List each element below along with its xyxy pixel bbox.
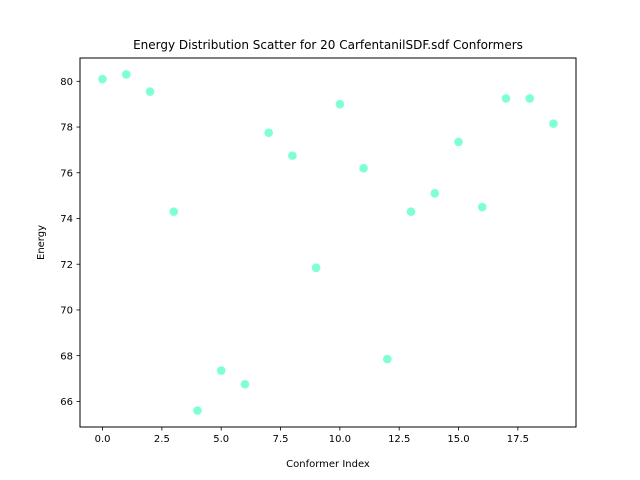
data-point [383, 354, 392, 364]
data-point [430, 189, 440, 198]
x-axis-label: Conformer Index [286, 459, 370, 470]
x-tick-label: 7.5 [273, 434, 289, 445]
x-tick-label: 2.5 [154, 434, 170, 445]
data-point [549, 119, 558, 128]
data-point [264, 128, 273, 138]
y-tick-label: 74 [60, 214, 73, 225]
data-point [359, 163, 368, 173]
data-point [98, 74, 107, 84]
data-point [240, 379, 250, 389]
data-point [477, 202, 487, 212]
x-tick-label: 15.0 [447, 434, 469, 445]
data-points [98, 70, 558, 415]
data-point [501, 94, 511, 103]
x-tick-label: 0.0 [95, 434, 111, 445]
chart-title: Energy Distribution Scatter for 20 Carfe… [133, 38, 523, 52]
x-tick-label: 12.5 [388, 434, 410, 445]
y-tick-label: 80 [60, 77, 73, 88]
y-tick-label: 72 [60, 260, 73, 271]
axes-frame [79, 57, 577, 428]
y-axis-label: Energy [36, 225, 47, 260]
data-point [406, 207, 416, 216]
data-point [335, 99, 345, 109]
data-point [193, 406, 202, 415]
x-tick-label: 10.0 [329, 434, 351, 445]
plot-area: 0.0 2.5 5.0 7.5 10.0 12.5 15.0 17.5 66 68 70 72 74 7… [60, 57, 577, 445]
y-tick-label: 78 [60, 123, 73, 134]
data-point [454, 137, 463, 147]
data-point [169, 207, 179, 216]
data-point [121, 70, 131, 79]
x-axis-ticks: 0.0 2.5 5.0 7.5 10.0 12.5 15.0 17.5 [95, 427, 529, 445]
data-point [288, 151, 297, 160]
y-tick-label: 68 [60, 351, 73, 362]
y-axis-ticks: 66 68 70 72 74 76 78 80 [60, 77, 80, 408]
x-tick-label: 5.0 [213, 434, 229, 445]
y-tick-label: 66 [60, 397, 73, 408]
x-tick-label: 17.5 [507, 434, 529, 445]
data-point [311, 263, 321, 272]
data-point [216, 366, 226, 375]
y-tick-label: 76 [60, 168, 73, 179]
data-point [145, 87, 155, 96]
y-tick-label: 70 [60, 306, 73, 317]
data-point [525, 94, 535, 103]
